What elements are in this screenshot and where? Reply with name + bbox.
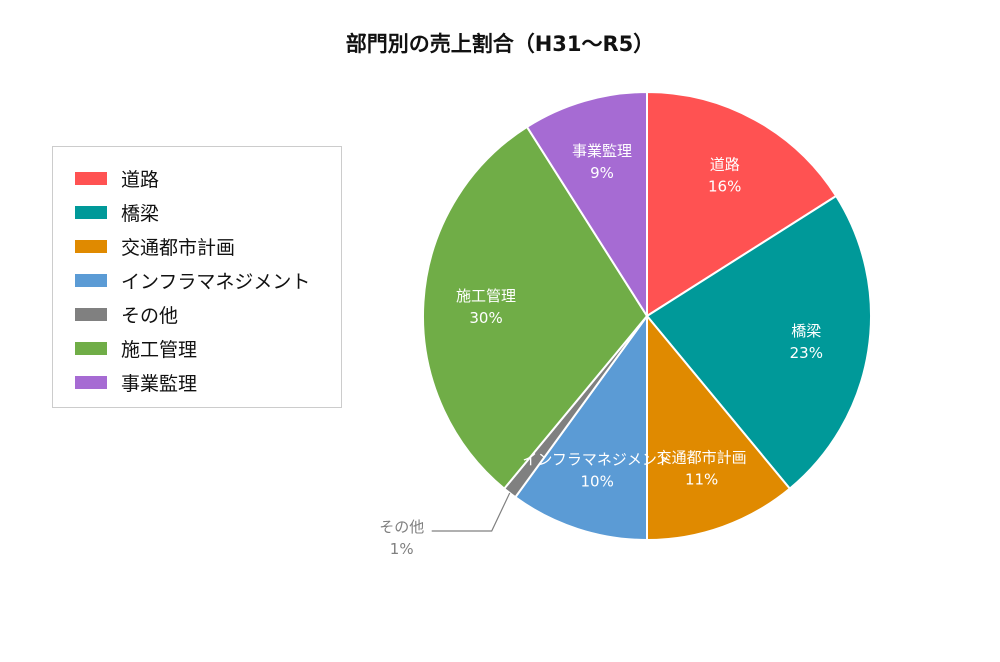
legend-item: 橋梁 bbox=[75, 199, 159, 225]
legend-label: 交通都市計画 bbox=[121, 236, 236, 259]
legend-swatch bbox=[75, 375, 107, 389]
chart-title: 部門別の売上割合（H31～R5） bbox=[345, 32, 655, 56]
slice-name-label: 橋梁 bbox=[791, 322, 821, 340]
legend-item: 道路 bbox=[75, 165, 159, 191]
legend-swatch bbox=[75, 239, 107, 253]
legend-label: インフラマネジメント bbox=[121, 270, 311, 293]
slice-value-label: 10% bbox=[580, 472, 613, 490]
slice-value-label: 23% bbox=[790, 344, 823, 362]
legend-item: 交通都市計画 bbox=[75, 233, 235, 259]
slice-value-label: 30% bbox=[469, 309, 502, 327]
slice-name-label: その他 bbox=[379, 518, 424, 536]
legend-swatch bbox=[75, 273, 107, 287]
leader-line bbox=[431, 492, 511, 532]
legend-item: 施工管理 bbox=[75, 335, 197, 361]
slice-name-label: インフラマネジメント bbox=[522, 450, 672, 468]
slice-value-label: 16% bbox=[708, 178, 741, 196]
legend: 道路橋梁交通都市計画インフラマネジメント その他施工管理事業監理 bbox=[52, 146, 342, 408]
legend-item: その他 bbox=[75, 301, 178, 327]
pie-slice bbox=[525, 90, 648, 320]
slice-name-label: 交通都市計画 bbox=[657, 449, 747, 467]
slice-name-label: 事業監理 bbox=[572, 142, 632, 160]
legend-swatch bbox=[75, 171, 107, 185]
legend-swatch bbox=[75, 307, 107, 321]
pie-slice bbox=[646, 313, 792, 542]
slice-value-label: 9% bbox=[590, 164, 614, 182]
legend-label: 道路 bbox=[121, 168, 160, 191]
legend-swatch bbox=[75, 341, 107, 355]
legend-item: インフラマネジメント bbox=[75, 267, 310, 293]
legend-label: その他 bbox=[121, 304, 179, 327]
legend-item: 事業監理 bbox=[75, 369, 197, 395]
pie-slice bbox=[513, 312, 648, 542]
pie-slice bbox=[422, 125, 649, 491]
slice-value-label: 11% bbox=[685, 471, 718, 489]
legend-label: 橋梁 bbox=[121, 202, 160, 225]
legend-label: 施工管理 bbox=[121, 338, 198, 361]
legend-swatch bbox=[75, 205, 107, 219]
slice-name-label: 施工管理 bbox=[456, 287, 516, 305]
pie-slice bbox=[646, 90, 838, 318]
pie-slice bbox=[645, 194, 872, 491]
slice-value-label: 1% bbox=[390, 540, 414, 558]
legend-label: 事業監理 bbox=[121, 372, 198, 395]
slice-name-label: 道路 bbox=[710, 156, 740, 174]
